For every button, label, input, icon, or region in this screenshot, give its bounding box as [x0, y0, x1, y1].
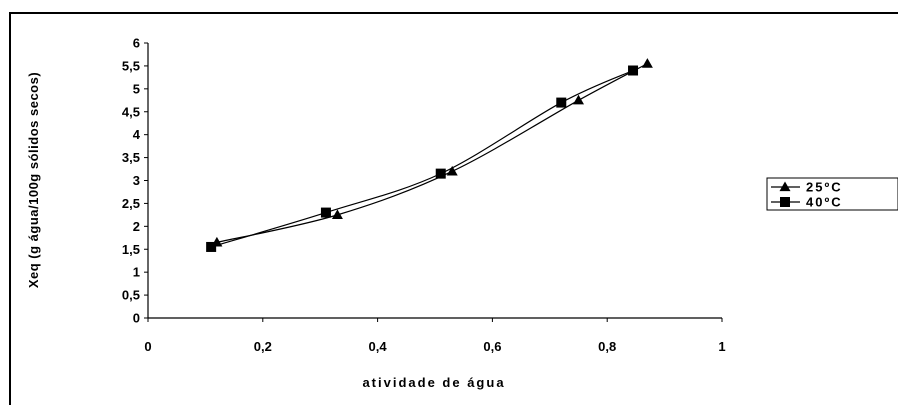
y-tick-label: 4: [133, 127, 141, 142]
y-tick-label: 0: [133, 311, 140, 326]
triangle-marker: [573, 94, 584, 105]
y-tick-label: 6: [133, 36, 140, 51]
y-ticks: 0 0,5 1 1,5 2 2,5 3 3,5 4 4,5 5 5,5 6: [122, 36, 148, 326]
y-axis-title: Xeq (g água/100g sólidos secos): [26, 72, 41, 288]
x-tick-label: 0,8: [598, 339, 616, 354]
legend-label: 40ºC: [806, 195, 843, 210]
square-marker: [628, 65, 639, 76]
triangle-marker: [446, 165, 458, 176]
y-tick-label: 3: [133, 173, 140, 188]
legend-item: 25ºC: [771, 180, 843, 195]
legend-item: 40ºC: [771, 195, 843, 210]
axes: [147, 43, 722, 319]
series-line: [210, 69, 634, 248]
y-tick-label: 2: [133, 219, 140, 234]
y-tick-label: 4,5: [122, 104, 140, 119]
square-marker: [435, 168, 446, 179]
x-tick-label: 0: [144, 339, 151, 354]
x-tick-label: 0,4: [369, 339, 388, 354]
x-ticks: 0 0,2 0,4 0,6 0,8 1: [144, 318, 726, 354]
y-tick-label: 3,5: [122, 150, 140, 165]
y-tick-label: 2,5: [122, 196, 140, 211]
chart-frame: [9, 12, 898, 405]
series-1: [211, 58, 653, 247]
x-axis-title: atividade de água: [362, 375, 505, 390]
y-tick-label: 0,5: [122, 288, 140, 303]
y-tick-label: 1,5: [122, 242, 140, 257]
legend-marker: [779, 181, 791, 192]
x-tick-label: 1: [718, 339, 725, 354]
y-tick-label: 5,5: [122, 58, 140, 73]
legend-marker: [780, 197, 790, 207]
legend-label: 25ºC: [806, 180, 843, 195]
x-tick-label: 0,6: [483, 339, 501, 354]
triangle-marker: [331, 209, 343, 219]
y-tick-label: 1: [133, 265, 140, 280]
series-line: [216, 63, 648, 243]
series-2: [206, 65, 639, 252]
x-tick-label: 0,2: [254, 339, 272, 354]
y-tick-label: 5: [133, 81, 140, 96]
square-marker: [556, 97, 567, 108]
square-marker: [206, 241, 217, 252]
triangle-marker: [641, 58, 653, 68]
series-layer: [206, 58, 653, 252]
square-marker: [320, 207, 331, 218]
